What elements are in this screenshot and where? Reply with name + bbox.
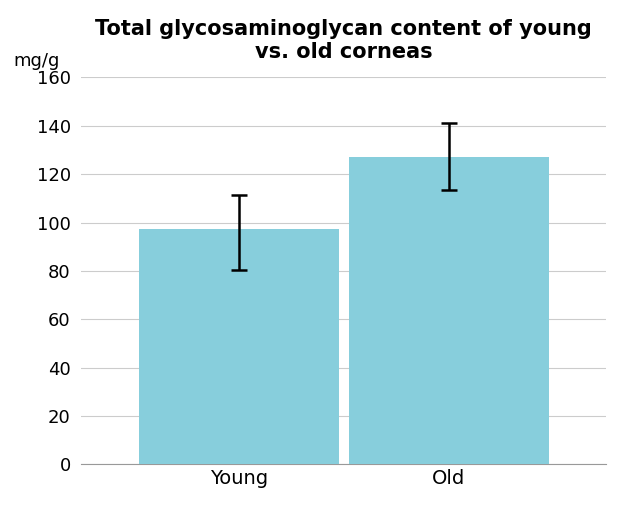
Bar (139, 229, 339, 464)
Text: mg/g: mg/g (13, 52, 59, 70)
Title: Total glycosaminoglycan content of young
vs. old corneas: Total glycosaminoglycan content of young… (96, 19, 592, 62)
Bar (349, 157, 549, 464)
